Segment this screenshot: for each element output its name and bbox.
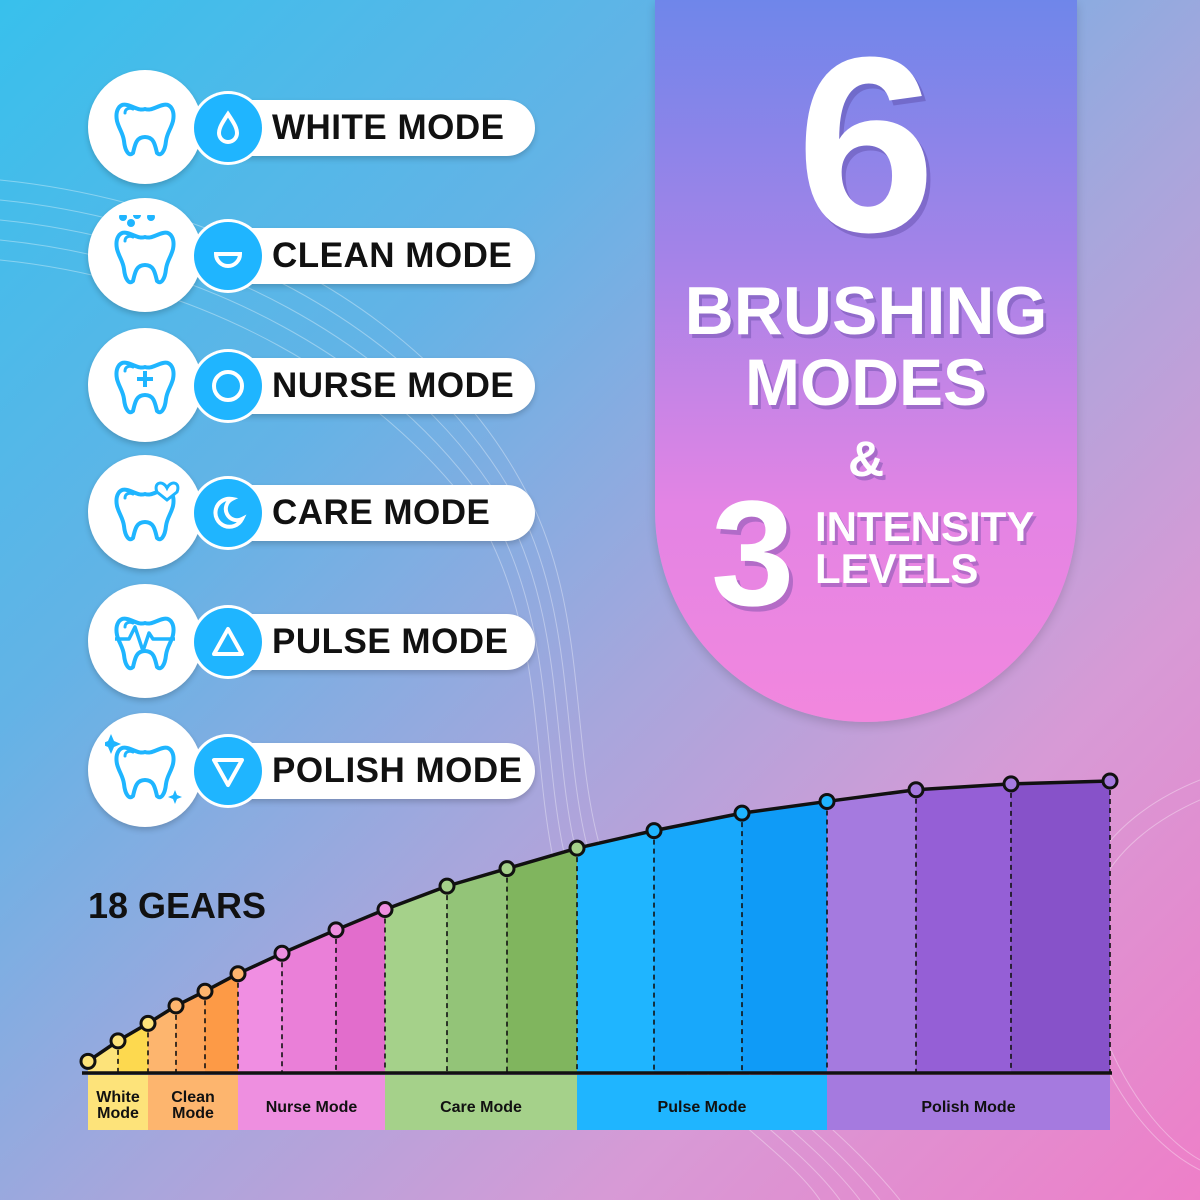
gear-column — [916, 783, 1011, 1073]
mode-band-label: Mode — [172, 1105, 214, 1122]
mode-band-3 — [385, 1075, 577, 1130]
gear-column — [827, 789, 916, 1073]
gear-point-5 — [196, 982, 214, 1000]
gear-point-13 — [645, 822, 663, 840]
moon-icon — [213, 496, 247, 529]
mode-band-label: Pulse Mode — [658, 1099, 747, 1116]
gear-column — [176, 991, 205, 1073]
gear-point-2 — [109, 1032, 127, 1050]
mode-item-care: CARE MODE — [88, 455, 538, 571]
gear-point-15 — [818, 792, 836, 810]
mode-item-pulse: PULSE MODE — [88, 584, 538, 700]
water-drop-icon — [216, 110, 240, 144]
gear-point-9 — [376, 900, 394, 918]
mode-band-label: Polish Mode — [921, 1099, 1015, 1116]
mode-symbol-badge — [194, 479, 262, 547]
panel-ampersand: & — [847, 431, 885, 487]
gear-column — [507, 848, 577, 1073]
gear-column — [118, 1023, 148, 1073]
gear-point-17 — [1002, 775, 1020, 793]
gear-point-11 — [498, 860, 516, 878]
levels-line-intensity: INTENSITY — [815, 503, 1035, 550]
mode-symbol-badge — [194, 737, 262, 805]
mode-band-5 — [827, 1075, 1110, 1130]
mode-symbol-badge — [194, 94, 262, 162]
mode-band-2 — [238, 1075, 385, 1130]
gear-point-16 — [907, 781, 925, 799]
gear-point-12 — [568, 839, 586, 857]
gear-point-10 — [438, 877, 456, 895]
tooth-badge — [88, 455, 202, 569]
mode-label: CARE MODE — [272, 493, 491, 532]
gear-point-18 — [1101, 772, 1119, 790]
mode-item-white: WHITE MODE — [88, 70, 538, 186]
mode-band-1 — [148, 1075, 238, 1130]
gear-column — [205, 973, 238, 1073]
mode-label: POLISH MODE — [272, 751, 523, 790]
gear-point-14 — [733, 804, 751, 822]
gear-column — [447, 868, 507, 1073]
gear-point-1 — [79, 1052, 97, 1070]
gear-point-3 — [139, 1014, 157, 1032]
tooth-badge — [88, 70, 202, 184]
tooth-badge — [88, 198, 202, 312]
mode-band-4 — [577, 1075, 827, 1130]
tooth-badge — [88, 584, 202, 698]
mode-label: WHITE MODE — [272, 108, 505, 147]
gear-column — [577, 830, 654, 1073]
tooth-bubbles-icon — [114, 215, 176, 285]
tooth-icon — [114, 102, 176, 157]
gear-column — [282, 929, 336, 1073]
tooth-sparkle-icon — [105, 734, 182, 804]
levels-count: 3 — [711, 469, 795, 637]
triangle-up-icon — [212, 627, 244, 656]
gear-column — [385, 886, 447, 1073]
gear-column — [336, 909, 385, 1073]
mode-band-label: Mode — [97, 1105, 139, 1122]
mode-item-polish: POLISH MODE — [88, 713, 538, 829]
modes-count: 6 — [796, 5, 936, 284]
tooth-pulse-icon — [114, 616, 176, 671]
gear-column — [654, 813, 742, 1073]
mode-item-nurse: NURSE MODE — [88, 328, 538, 444]
mode-band-label: Clean — [171, 1089, 215, 1106]
gear-point-6 — [229, 965, 247, 983]
circle-icon — [212, 370, 244, 402]
tooth-plus-icon — [114, 360, 176, 415]
tooth-badge — [88, 328, 202, 442]
mode-item-clean: CLEAN MODE — [88, 198, 538, 314]
chart-title: 18 GEARS — [88, 885, 267, 926]
levels-line-levels: LEVELS — [815, 545, 979, 592]
tooth-heart-icon — [114, 481, 180, 542]
mode-label: NURSE MODE — [272, 366, 515, 405]
mode-symbol-badge — [194, 352, 262, 420]
tooth-badge — [88, 713, 202, 827]
mode-band-label: Care Mode — [440, 1099, 522, 1116]
mode-symbol-badge — [194, 222, 262, 290]
panel-line-modes: MODES — [744, 345, 988, 419]
mode-band-label: White — [96, 1089, 140, 1106]
panel-line-brushing: BRUSHING — [684, 273, 1048, 349]
gear-point-4 — [167, 997, 185, 1015]
mode-label: PULSE MODE — [272, 622, 509, 661]
gear-point-7 — [273, 944, 291, 962]
brushing-modes-panel: 6 BRUSHING MODES & 3 INTENSITY LEVELS — [655, 0, 1077, 722]
gear-column — [238, 953, 282, 1073]
mode-label: CLEAN MODE — [272, 236, 513, 275]
half-circle-icon — [213, 252, 243, 268]
mode-band-label: Nurse Mode — [266, 1099, 358, 1116]
mode-band-0 — [88, 1075, 148, 1130]
gear-point-8 — [327, 921, 345, 939]
triangle-down-icon — [212, 758, 244, 787]
levels-text: INTENSITY LEVELS — [815, 506, 1034, 590]
gear-column — [742, 801, 827, 1073]
gear-column — [1011, 781, 1110, 1073]
mode-symbol-badge — [194, 608, 262, 676]
